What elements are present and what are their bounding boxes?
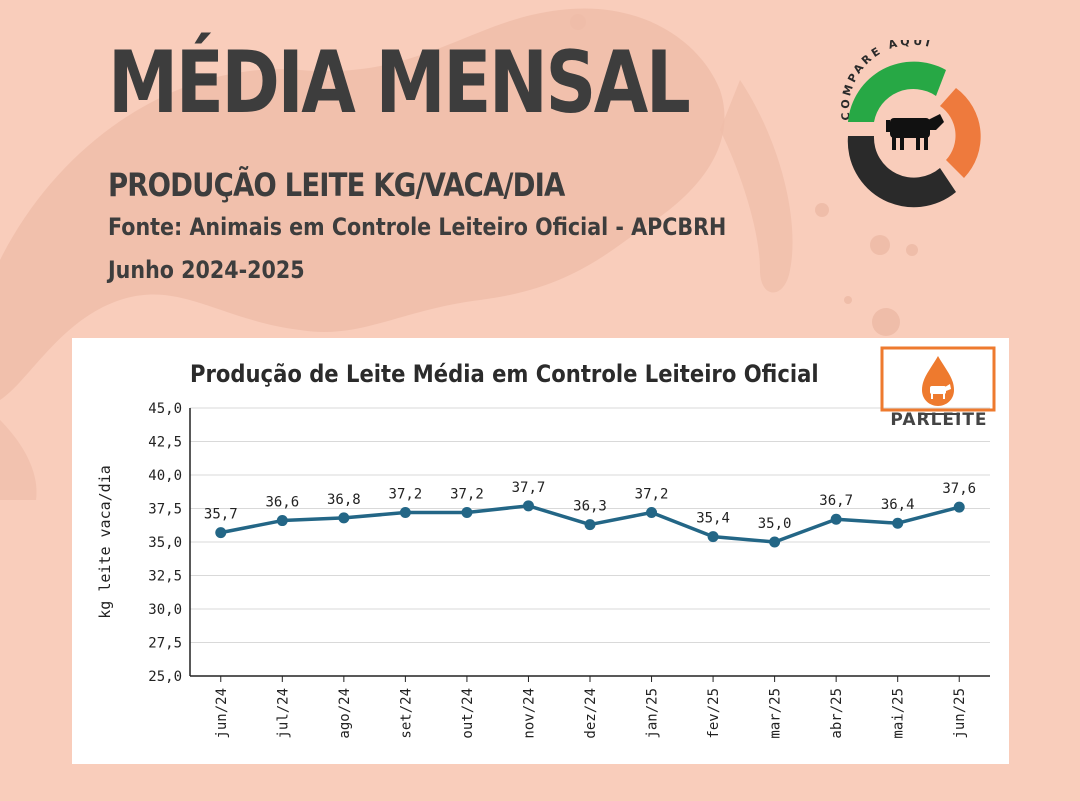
data-label: 36,7 <box>819 493 853 509</box>
data-point <box>584 519 596 531</box>
x-tick-label: jun/24 <box>214 688 230 739</box>
data-label: 37,2 <box>389 487 423 503</box>
period-label: Junho 2024-2025 <box>108 256 305 284</box>
data-label: 37,7 <box>512 480 546 496</box>
chart-title: Produção de Leite Média em Controle Leit… <box>190 360 819 388</box>
data-label: 35,7 <box>204 507 238 523</box>
y-tick-label: 27,5 <box>148 636 182 652</box>
x-tick-label: abr/25 <box>829 688 845 739</box>
x-tick-label: dez/24 <box>583 688 599 739</box>
data-point <box>522 500 534 512</box>
x-tick-label: jan/25 <box>645 688 661 739</box>
x-tick-label: nov/24 <box>521 688 537 739</box>
data-point <box>707 531 719 543</box>
parleite-logo-text: PARLEITE <box>890 410 988 430</box>
cow-icon <box>886 114 944 150</box>
data-point <box>276 515 288 527</box>
x-tick-label: mai/25 <box>891 688 907 739</box>
data-label: 37,2 <box>450 487 484 503</box>
x-tick-label: fev/25 <box>706 688 722 739</box>
data-point <box>953 501 965 513</box>
y-tick-label: 37,5 <box>148 502 182 518</box>
chart-card: 25,0 27,5 30,0 32,5 35,0 37,5 40,0 42,5 45,0 kg l… <box>72 338 1009 764</box>
data-point <box>646 507 658 519</box>
y-tick-label: 32,5 <box>148 569 182 585</box>
data-label: 36,6 <box>265 495 299 511</box>
y-tick-label: 30,0 <box>148 602 182 618</box>
x-tick-label: ago/24 <box>337 688 353 739</box>
x-tick-label: jul/24 <box>275 688 291 739</box>
y-tick-label: 25,0 <box>148 669 182 685</box>
data-point <box>769 536 781 548</box>
page-title: MÉDIA MENSAL <box>108 33 691 133</box>
compare-aqui-logo: COMPARE AQUI <box>839 40 981 208</box>
data-point <box>338 512 350 524</box>
data-label: 35,4 <box>696 511 730 527</box>
line-chart: 25,0 27,5 30,0 32,5 35,0 37,5 40,0 42,5 45,0 kg l… <box>96 401 990 739</box>
x-tick-label: jun/25 <box>952 688 968 739</box>
data-point <box>215 527 227 539</box>
x-tick-label: set/24 <box>398 688 414 739</box>
data-point <box>892 517 904 529</box>
data-label: 36,3 <box>573 499 607 515</box>
data-label: 36,8 <box>327 492 361 508</box>
x-tick-label: out/24 <box>460 688 476 739</box>
data-point <box>399 507 411 519</box>
data-point <box>830 513 842 525</box>
parleite-logo <box>880 346 996 415</box>
x-tick-label: mar/25 <box>768 688 784 739</box>
y-tick-label: 35,0 <box>148 535 182 551</box>
data-label: 36,4 <box>881 497 915 513</box>
source-note: Fonte: Animais em Controle Leiteiro Ofic… <box>108 213 727 241</box>
y-tick-label: 40,0 <box>148 468 182 484</box>
y-tick-label: 45,0 <box>148 401 182 417</box>
data-label: 35,0 <box>758 516 792 532</box>
y-tick-label: 42,5 <box>148 435 182 451</box>
page-subtitle: PRODUÇÃO LEITE KG/VACA/DIA <box>108 166 565 204</box>
cow-icon <box>930 384 951 399</box>
y-axis-label: kg leite vaca/dia <box>96 465 114 619</box>
headline: MÉDIA MENSAL <box>108 40 816 126</box>
data-point <box>461 507 473 519</box>
data-label: 37,2 <box>635 487 669 503</box>
data-label: 37,6 <box>942 481 976 497</box>
